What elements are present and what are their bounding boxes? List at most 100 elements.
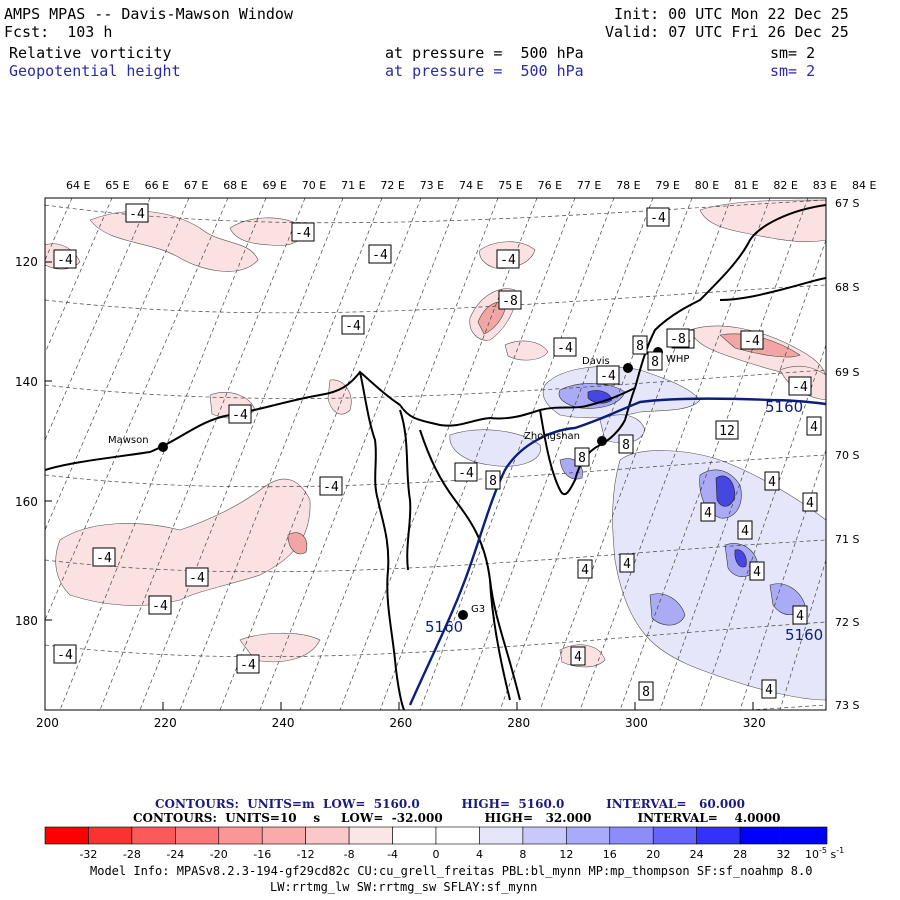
vort-label-box [647, 351, 663, 371]
colorbar-swatch [175, 826, 220, 845]
lon-label: 69 E [263, 179, 287, 192]
forecast-hour: Fcst: 103 h [4, 23, 113, 41]
colorbar-swatch [783, 826, 828, 845]
vort-label: 4 [768, 475, 776, 490]
vorticity-contour-legend: CONTOURS: UNITS=10 s LOW= -32.000 HIGH= … [133, 811, 781, 825]
lon-label: 73 E [420, 179, 444, 192]
vorticity-labels: -4 -4 -4 -4 -4 -4 -4 -4 -4 -4 -4 -4 -4 -4 -4 -4 -4 -4 -4 -8… [53, 203, 822, 701]
colorbar-swatch [609, 826, 654, 845]
field1-pressure: at pressure = 500 hPa [385, 44, 584, 62]
vort-label: -4 [650, 211, 666, 226]
vort-label-box [596, 365, 620, 385]
vort-label-box [792, 605, 808, 625]
vort-label-box [53, 644, 77, 664]
vort-label-box [666, 328, 690, 348]
colorbar-label: -20 [210, 848, 228, 861]
vort-label: -4 [372, 248, 388, 263]
vort-label-box [341, 315, 365, 335]
lat-label: 67 S [835, 197, 859, 210]
lon-label: 68 E [223, 179, 247, 192]
colorbar-swatch [739, 826, 784, 845]
vort-label: 4 [806, 496, 814, 511]
colorbar-label: -12 [297, 848, 315, 861]
colorbar-label: 28 [733, 848, 747, 861]
vort-label-box [454, 462, 478, 482]
lat-label: 72 S [835, 616, 859, 629]
vort-label-box [553, 337, 577, 357]
lon-label: 80 E [695, 179, 719, 192]
vort-label: 8 [636, 339, 644, 354]
vort-label: -4 [232, 408, 248, 423]
field2-pressure: at pressure = 500 hPa [385, 62, 584, 80]
y-tick-label: 160 [15, 495, 38, 509]
station-label: Mawson [108, 435, 149, 446]
colorbar-swatch [696, 826, 741, 845]
lat-label: 71 S [835, 533, 859, 546]
map-frame [44, 197, 827, 711]
colorbar-label: 0 [433, 848, 440, 861]
lon-label: 74 E [459, 179, 483, 192]
vort-label-box [53, 249, 77, 269]
y-tick-label: 120 [15, 255, 38, 269]
x-tick-label: 280 [507, 716, 530, 730]
colorbar-label: -24 [166, 848, 184, 861]
lon-label: 64 E [66, 179, 90, 192]
vort-label: -4 [240, 658, 256, 673]
x-axis-labels: 200 220 240 260 280 300 320 [36, 716, 766, 730]
vort-label: -4 [152, 599, 168, 614]
vort-label-box [749, 561, 765, 581]
vort-label: -4 [57, 648, 73, 663]
vort-label-box [577, 559, 593, 579]
vort-label: -8 [502, 294, 518, 309]
lon-label: 66 E [145, 179, 169, 192]
vort-label: -4 [557, 341, 573, 356]
station-dot [623, 363, 633, 373]
vort-label-box [806, 416, 822, 436]
vort-label-box [715, 420, 739, 440]
lat-label: 69 S [835, 366, 859, 379]
vort-label: -4 [500, 253, 516, 268]
y-axis-labels: 120 140 160 180 [15, 255, 38, 628]
vort-label-box [485, 470, 501, 490]
field2-name: Geopotential height [9, 62, 181, 80]
vort-label: 8 [489, 474, 497, 489]
vort-label: 4 [623, 557, 631, 572]
vort-label: 12 [719, 424, 735, 439]
lon-label: 71 E [341, 179, 365, 192]
axis-ticks [44, 261, 754, 710]
station-label: G3 [471, 604, 485, 615]
vort-label-box [740, 330, 764, 350]
colorbar-swatch [88, 826, 133, 845]
x-tick-label: 200 [36, 716, 59, 730]
colorbar-swatch [566, 826, 611, 845]
x-tick-label: 300 [625, 716, 648, 730]
lon-label: 67 E [184, 179, 208, 192]
lat-label: 70 S [835, 449, 859, 462]
vort-label: -4 [96, 551, 112, 566]
vort-label: 4 [581, 563, 589, 578]
lon-label: 70 E [302, 179, 326, 192]
y-tick-label: 140 [15, 375, 38, 389]
colorbar-label: -4 [387, 848, 398, 861]
lon-label: 84 E [852, 179, 876, 192]
lon-label: 72 E [380, 179, 404, 192]
vort-label: 8 [622, 438, 630, 453]
colorbar-label: 16 [603, 848, 617, 861]
colorbar-label: 4 [476, 848, 483, 861]
lon-label: 79 E [656, 179, 680, 192]
vort-label-box [496, 249, 520, 269]
colorbar-swatch [305, 826, 350, 845]
vort-label: -4 [189, 571, 205, 586]
vort-label-box [570, 646, 586, 666]
longitude-labels: 64 E 65 E 66 E 67 E 68 E 69 E 70 E 71 E 72 E 73 E… [66, 179, 876, 192]
lat-label: 68 S [835, 281, 859, 294]
vort-label: -4 [345, 319, 361, 334]
colorbar-swatch [131, 826, 176, 845]
colorbar-label: 32 [777, 848, 791, 861]
vort-label: -4 [295, 226, 311, 241]
vort-label-box [185, 567, 209, 587]
field1-smoothing: sm= 2 [770, 44, 816, 62]
valid-time: Valid: 07 UTC Fri 26 Dec 25 [605, 23, 849, 41]
station-dot [158, 442, 168, 452]
lat-label: 73 S [835, 699, 859, 712]
